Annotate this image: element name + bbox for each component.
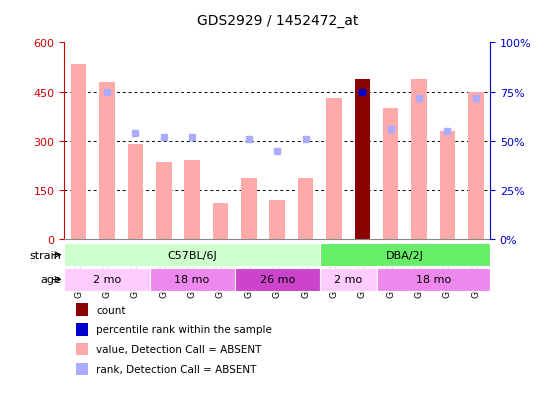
Text: rank, Detection Call = ABSENT: rank, Detection Call = ABSENT (96, 364, 256, 374)
Text: value, Detection Call = ABSENT: value, Detection Call = ABSENT (96, 344, 262, 354)
Bar (71, 64, 86, 240)
Bar (235, 268, 320, 291)
Text: 18 mo: 18 mo (175, 275, 209, 285)
Text: 26 mo: 26 mo (260, 275, 295, 285)
Bar (64, 244, 320, 266)
Bar (411, 79, 427, 240)
Bar (298, 179, 314, 240)
Text: strain: strain (30, 250, 62, 260)
Bar (269, 200, 285, 240)
Bar (64, 268, 150, 291)
Bar (468, 93, 484, 240)
Bar (213, 204, 228, 240)
Text: 2 mo: 2 mo (93, 275, 121, 285)
Bar (383, 109, 399, 240)
Text: 2 mo: 2 mo (334, 275, 362, 285)
Bar (241, 179, 256, 240)
Text: percentile rank within the sample: percentile rank within the sample (96, 325, 272, 335)
Bar (184, 161, 200, 240)
Bar (320, 244, 490, 266)
Bar (326, 99, 342, 240)
Bar (320, 268, 376, 291)
Bar (150, 268, 235, 291)
Bar (156, 163, 171, 240)
Bar (354, 79, 370, 240)
Text: DBA/2J: DBA/2J (386, 250, 424, 260)
Bar (440, 132, 455, 240)
Text: count: count (96, 305, 126, 315)
Text: GDS2929 / 1452472_at: GDS2929 / 1452472_at (197, 14, 358, 28)
Text: age: age (41, 275, 62, 285)
Text: C57BL/6J: C57BL/6J (167, 250, 217, 260)
Text: 18 mo: 18 mo (416, 275, 451, 285)
Bar (99, 83, 115, 240)
Bar (128, 145, 143, 240)
Bar (376, 268, 490, 291)
